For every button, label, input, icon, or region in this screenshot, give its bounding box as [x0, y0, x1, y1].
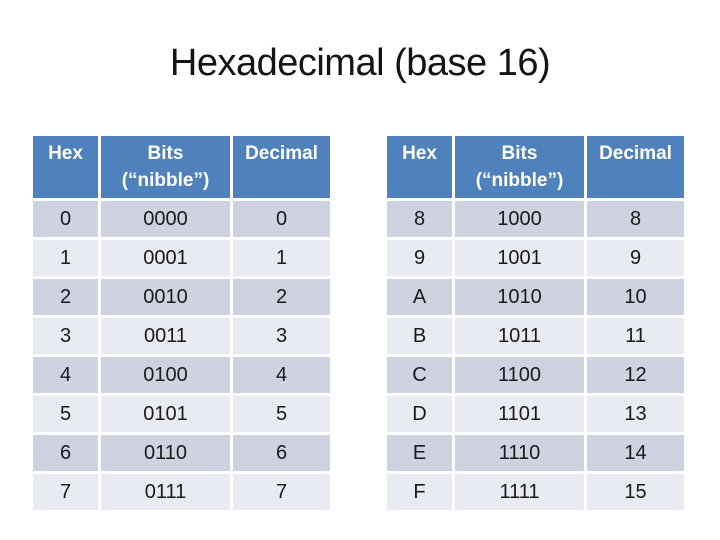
hex-cell: 5 [30, 393, 101, 435]
header-row: Hex Bits (“nibble”) Decimal [384, 133, 687, 201]
hex-cell: 2 [30, 276, 101, 318]
hex-cell: E [384, 432, 455, 474]
bits-cell: 0000 [98, 198, 233, 240]
table-row: 5 0101 5 [30, 393, 333, 435]
hex-cell: 4 [30, 354, 101, 396]
bits-cell: 1010 [452, 276, 587, 318]
table-row: D 1101 13 [384, 393, 687, 435]
hex-cell: F [384, 471, 455, 513]
table-row: C 1100 12 [384, 354, 687, 396]
bits-cell: 1100 [452, 354, 587, 396]
bits-cell: 0010 [98, 276, 233, 318]
decimal-cell: 6 [230, 432, 333, 474]
decimal-cell: 4 [230, 354, 333, 396]
table-row: 9 1001 9 [384, 237, 687, 279]
header-row: Hex Bits (“nibble”) Decimal [30, 133, 333, 201]
bits-cell: 1000 [452, 198, 587, 240]
table-row: 7 0111 7 [30, 471, 333, 513]
column-header-bits-line1: Bits [147, 143, 184, 164]
decimal-cell: 12 [584, 354, 687, 396]
bits-cell: 0001 [98, 237, 233, 279]
decimal-cell: 3 [230, 315, 333, 357]
hex-cell: B [384, 315, 455, 357]
column-header-decimal: Decimal [584, 133, 687, 201]
table-row: 1 0001 1 [30, 237, 333, 279]
hex-table-8-15: Hex Bits (“nibble”) Decimal 8 1000 8 9 1… [384, 133, 687, 513]
bits-cell: 1110 [452, 432, 587, 474]
hex-cell: 9 [384, 237, 455, 279]
bits-cell: 0011 [98, 315, 233, 357]
decimal-cell: 1 [230, 237, 333, 279]
bits-cell: 0100 [98, 354, 233, 396]
bits-cell: 0101 [98, 393, 233, 435]
hex-cell: 0 [30, 198, 101, 240]
bits-cell: 1101 [452, 393, 587, 435]
bits-cell: 0111 [98, 471, 233, 513]
hex-cell: A [384, 276, 455, 318]
hex-cell: 3 [30, 315, 101, 357]
hex-cell: D [384, 393, 455, 435]
column-header-hex: Hex [30, 133, 101, 201]
hex-cell: 6 [30, 432, 101, 474]
bits-cell: 1111 [452, 471, 587, 513]
decimal-cell: 10 [584, 276, 687, 318]
hex-cell: 1 [30, 237, 101, 279]
column-header-hex: Hex [384, 133, 455, 201]
column-header-bits-line2: (“nibble”) [475, 170, 564, 191]
decimal-cell: 0 [230, 198, 333, 240]
table-row: 2 0010 2 [30, 276, 333, 318]
page-title: Hexadecimal (base 16) [169, 42, 551, 84]
table-row: 3 0011 3 [30, 315, 333, 357]
column-header-bits-line2: (“nibble”) [121, 170, 210, 191]
table-row: A 1010 10 [384, 276, 687, 318]
column-header-bits: Bits (“nibble”) [98, 133, 233, 201]
decimal-cell: 7 [230, 471, 333, 513]
decimal-cell: 2 [230, 276, 333, 318]
table-row: E 1110 14 [384, 432, 687, 474]
table-row: 4 0100 4 [30, 354, 333, 396]
decimal-cell: 14 [584, 432, 687, 474]
decimal-cell: 9 [584, 237, 687, 279]
hex-cell: 7 [30, 471, 101, 513]
table-row: 0 0000 0 [30, 198, 333, 240]
table-row: B 1011 11 [384, 315, 687, 357]
hex-cell: C [384, 354, 455, 396]
hex-table-0-7: Hex Bits (“nibble”) Decimal 0 0000 0 1 0… [30, 133, 333, 513]
decimal-cell: 8 [584, 198, 687, 240]
decimal-cell: 5 [230, 393, 333, 435]
bits-cell: 1001 [452, 237, 587, 279]
column-header-bits-line1: Bits [501, 143, 538, 164]
bits-cell: 0110 [98, 432, 233, 474]
column-header-decimal: Decimal [230, 133, 333, 201]
hex-cell: 8 [384, 198, 455, 240]
table-row: 6 0110 6 [30, 432, 333, 474]
decimal-cell: 15 [584, 471, 687, 513]
table-row: 8 1000 8 [384, 198, 687, 240]
bits-cell: 1011 [452, 315, 587, 357]
table-row: F 1111 15 [384, 471, 687, 513]
decimal-cell: 11 [584, 315, 687, 357]
decimal-cell: 13 [584, 393, 687, 435]
column-header-bits: Bits (“nibble”) [452, 133, 587, 201]
